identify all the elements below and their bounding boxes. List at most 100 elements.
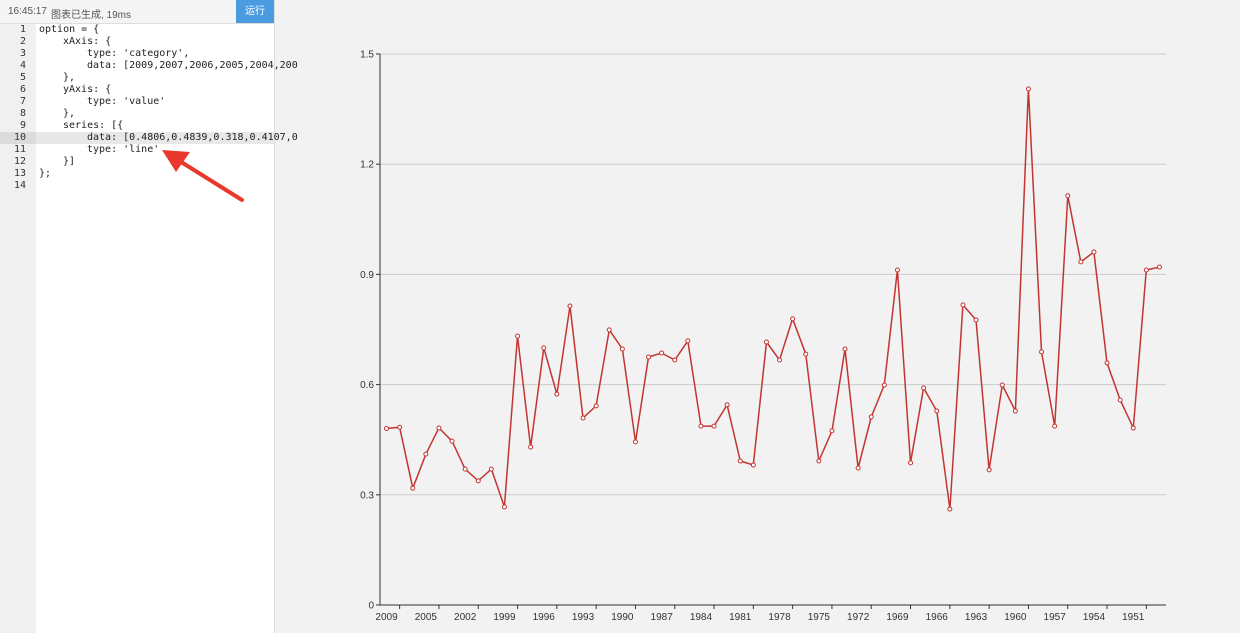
x-tick-label: 2002 [454,612,477,623]
code-line: type: 'line' [87,144,160,155]
line-number: 11 [13,144,26,155]
data-point [803,351,809,357]
code-line: data: [0.4806,0.4839,0.318,0.4107,0 [87,132,298,143]
data-point [999,382,1005,388]
code-line: yAxis: { [63,84,112,95]
data-point [488,466,494,472]
line-number: 10 [13,132,26,143]
data-point [1065,193,1071,199]
line-number: 3 [19,48,26,59]
data-point [881,382,887,388]
x-tick-label: 1963 [965,612,988,623]
run-button[interactable]: 运行 [236,0,274,23]
data-point [449,438,455,444]
line-number: 5 [19,72,26,83]
x-tick-label: 1999 [493,612,516,623]
data-point [1039,349,1045,355]
data-point [501,504,507,510]
data-point [908,460,914,466]
line-number: 2 [19,36,26,47]
data-point [580,415,586,421]
data-point [659,350,665,356]
data-point [711,423,717,429]
line-number: 6 [19,84,26,95]
x-tick-label: 1957 [1044,612,1067,623]
x-tick-label: 1954 [1083,612,1106,623]
data-point [646,354,652,360]
data-point [567,303,573,309]
line-number: 7 [19,96,26,107]
code-line: option = { [39,24,100,35]
x-tick-label: 1960 [1004,612,1027,623]
line-number: 9 [19,120,26,131]
data-point [868,414,874,420]
data-point [1012,408,1018,414]
data-point [619,346,625,352]
data-point [462,466,468,472]
x-tick-label: 1969 [886,612,909,623]
data-point [672,357,678,363]
code-editor[interactable]: 1 2 3 4 5 6 7 8 9 10 11 12 13 14 option = {xAxis: {typ… [0,0,298,633]
code-line: data: [2009,2007,2006,2005,2004,200 [87,60,298,71]
data-point [777,357,783,363]
data-point [986,467,992,473]
code-line: series: [{ [63,120,124,131]
status-bar: 16:45:17 图表已生成, 19ms [0,0,274,24]
data-point [855,465,861,471]
status-message: 图表已生成, 19ms [51,10,132,21]
data-point [384,425,390,431]
code-line: type: 'value' [87,96,166,107]
data-point [515,333,521,339]
x-tick-label: 1990 [611,612,634,623]
data-point [790,316,796,322]
data-point [528,444,534,450]
data-point [737,458,743,464]
data-point [973,317,979,323]
data-point [921,385,927,391]
x-tick-label: 2009 [375,612,398,623]
line-number: 8 [19,108,26,119]
data-point [842,346,848,352]
data-point [829,428,835,434]
x-tick-label: 1951 [1122,612,1145,623]
data-point [763,339,769,345]
line-number: 14 [13,180,26,191]
data-point [410,485,416,491]
active-line [36,132,274,144]
data-point [1104,360,1110,366]
data-point [1143,267,1149,273]
x-tick-label: 1978 [768,612,791,623]
x-tick-label: 1966 [926,612,949,623]
data-point [894,267,900,273]
data-point [1078,259,1084,265]
code-line: }, [63,108,76,119]
data-point [698,423,704,429]
data-point [1117,397,1123,403]
y-tick-label: 0 [368,601,374,612]
data-point [1091,249,1097,255]
gutter [0,24,36,633]
data-point [947,506,953,512]
line-number: 4 [19,60,26,71]
y-tick-label: 0.9 [360,270,374,281]
line-number: 13 [13,168,26,179]
x-tick-label: 1984 [690,612,713,623]
y-tick-label: 0.3 [360,490,374,501]
x-tick-label: 1975 [808,612,831,623]
x-tick-label: 2005 [415,612,438,623]
x-tick-label: 1993 [572,612,595,623]
code-line: }; [39,168,52,179]
data-point [960,302,966,308]
code-line: type: 'category', [87,48,190,59]
data-point [436,425,442,431]
data-point [724,402,730,408]
code-line: }] [63,156,76,167]
data-point [423,451,429,457]
y-tick-label: 1.5 [360,50,374,61]
data-point [475,478,481,484]
data-point [1130,425,1136,431]
y-tick-label: 1.2 [360,160,374,171]
code-line: }, [63,72,76,83]
